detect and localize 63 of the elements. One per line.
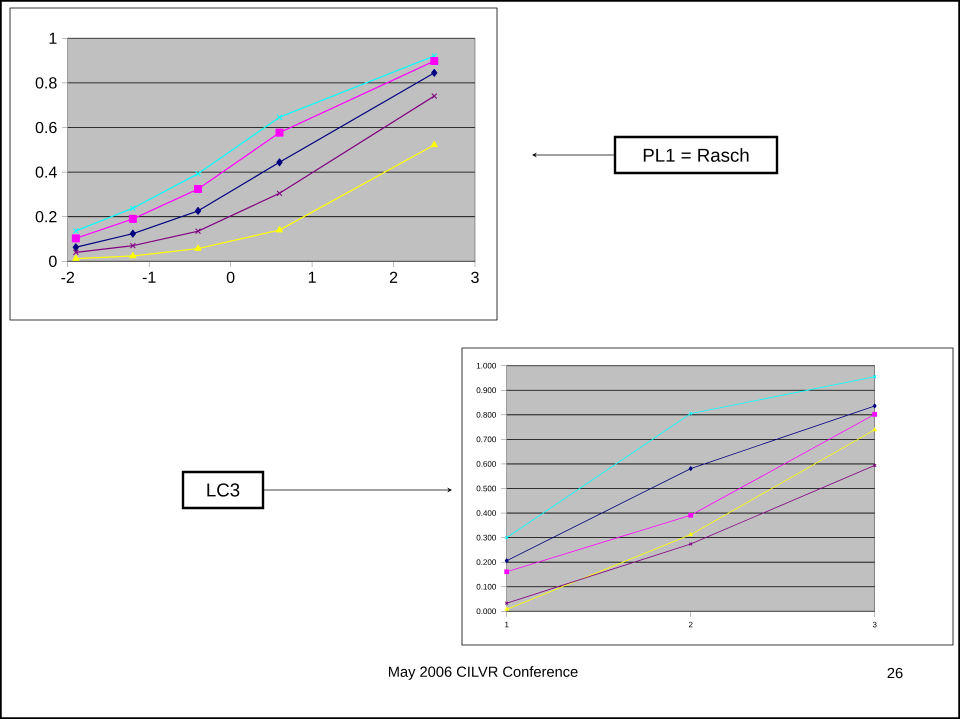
x-tick-label: 1 [308,272,316,283]
y-tick-label: 0.600 [476,461,496,467]
point [504,558,509,564]
y-tick-label: 0.900 [476,387,496,394]
point [276,190,282,196]
y-tick-label: 1 [50,32,57,44]
point [504,569,510,574]
x-tick-label: 3 [471,272,479,284]
point [276,226,284,232]
y-tick-label: 0.100 [476,584,496,590]
point [194,244,202,251]
point [129,252,136,258]
point [430,57,438,66]
point [130,230,136,238]
point [276,128,284,137]
y-tick-label: 0.2 [36,211,56,222]
point [688,512,694,518]
y-tick-label: 0.200 [476,559,496,566]
point [872,404,877,408]
point [128,214,137,223]
point [504,606,509,611]
y-tick-label: 1.000 [476,362,496,369]
y-tick-label: 0.000 [476,608,496,614]
text: 26 [888,668,903,678]
y-tick-label: 0.700 [476,436,496,442]
point [72,234,80,242]
text: PL1 = Rasch [644,148,748,162]
y-tick-label: 0.500 [476,486,496,492]
y-tick-label: 0.8 [36,77,57,89]
x-tick-label: 3 [872,622,877,628]
point [130,242,136,249]
y-tick-label: 0 [49,256,57,267]
point [688,466,693,472]
point [130,205,136,212]
point [872,412,878,417]
point [194,206,202,215]
text: LC3 [207,483,240,497]
point [72,249,79,256]
point [431,93,438,100]
point [72,243,79,252]
y-tick-label: 0.800 [476,412,496,418]
x-tick-label: 1 [505,622,509,628]
y-tick-label: 0.300 [476,534,496,540]
x-tick-label: -1 [142,272,156,283]
point [276,158,283,166]
point [430,140,438,148]
point [431,68,438,77]
text: May 2006 CILVR Conference [388,666,578,680]
x-tick-label: 0 [226,272,234,284]
y-tick-label: 0.6 [36,122,57,134]
point [195,228,202,234]
point [195,170,202,177]
y-tick-label: 0.400 [476,510,496,516]
point [72,228,79,234]
point [872,427,877,432]
y-tick-label: 0.4 [36,166,57,178]
x-tick-label: 2 [688,622,693,628]
point [194,185,202,194]
point [72,254,80,261]
point [688,532,693,536]
x-tick-label: -2 [61,272,74,283]
point [276,114,282,120]
x-tick-label: 2 [390,272,398,283]
